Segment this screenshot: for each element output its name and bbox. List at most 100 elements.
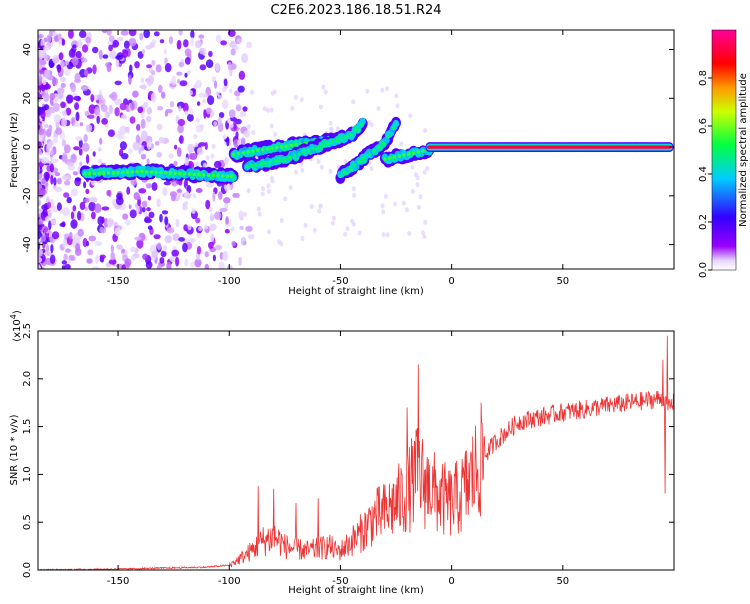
track-core xyxy=(357,159,362,164)
noise-blob xyxy=(204,141,208,151)
noise-blob xyxy=(101,206,110,211)
noise-blob xyxy=(423,219,428,225)
noise-blob xyxy=(59,222,66,227)
noise-blob xyxy=(288,185,293,191)
spectrogram-frame xyxy=(37,29,675,270)
noise-blob xyxy=(229,123,234,128)
noise-blob xyxy=(73,95,81,101)
noise-blob xyxy=(136,238,144,249)
noise-blob xyxy=(357,230,362,236)
noise-blob xyxy=(68,48,76,58)
track-core xyxy=(397,154,402,158)
noise-blob xyxy=(158,84,163,93)
noise-blob xyxy=(196,232,202,238)
noise-blob xyxy=(97,158,103,164)
noise-blob xyxy=(146,115,152,123)
noise-blob xyxy=(422,234,427,239)
noise-blob xyxy=(64,263,71,269)
noise-blob xyxy=(38,34,43,39)
noise-blob xyxy=(60,68,64,75)
noise-blob xyxy=(283,196,288,202)
noise-blob xyxy=(108,104,114,114)
noise-blob xyxy=(151,59,156,66)
spectrogram-heatmap xyxy=(38,30,674,269)
noise-blob xyxy=(205,199,211,210)
noise-blob xyxy=(90,196,98,203)
noise-blob xyxy=(139,84,147,90)
noise-blob xyxy=(323,89,328,95)
noise-blob xyxy=(129,64,133,73)
noise-blob xyxy=(85,188,90,194)
noise-blob xyxy=(153,234,161,240)
noise-blob xyxy=(178,61,185,68)
x-tick-label: 0 xyxy=(448,276,454,287)
noise-blob xyxy=(234,90,241,97)
noise-blob xyxy=(110,244,114,253)
track-core xyxy=(87,171,92,176)
track-core xyxy=(273,159,278,163)
noise-blob xyxy=(187,113,194,122)
noise-blob xyxy=(194,258,202,268)
noise-blob xyxy=(184,57,191,65)
noise-blob xyxy=(345,226,350,231)
noise-blob xyxy=(116,244,123,250)
noise-blob xyxy=(238,70,246,81)
track-core xyxy=(265,147,270,151)
noise-blob xyxy=(136,123,141,131)
noise-blob xyxy=(84,198,90,203)
noise-blob xyxy=(234,192,240,198)
noise-blob xyxy=(172,233,180,241)
noise-blob xyxy=(38,78,43,86)
noise-blob xyxy=(42,79,47,86)
noise-blob xyxy=(182,242,188,253)
noise-blob xyxy=(178,237,186,242)
noise-blob xyxy=(71,188,78,197)
noise-blob xyxy=(177,118,186,127)
noise-blob xyxy=(416,204,421,210)
noise-blob xyxy=(156,123,163,131)
noise-blob xyxy=(140,77,145,84)
noise-blob xyxy=(91,211,96,220)
noise-blob xyxy=(328,127,333,133)
track-core xyxy=(82,172,87,176)
noise-blob xyxy=(150,92,157,103)
noise-blob xyxy=(61,265,66,269)
noise-blob xyxy=(235,131,239,139)
noise-blob xyxy=(217,94,222,100)
track-core xyxy=(250,163,254,168)
noise-blob xyxy=(318,104,323,110)
track-core xyxy=(270,146,274,150)
noise-blob xyxy=(72,205,77,212)
noise-blob xyxy=(121,248,126,254)
noise-blob xyxy=(137,51,144,59)
noise-blob xyxy=(195,217,201,224)
noise-blob xyxy=(47,201,52,209)
noise-blob xyxy=(48,106,56,114)
noise-blob xyxy=(45,243,50,254)
noise-blob xyxy=(331,215,336,221)
noise-blob xyxy=(84,206,88,211)
noise-blob xyxy=(54,172,61,177)
track-core xyxy=(92,171,96,176)
noise-blob xyxy=(52,57,59,64)
track-core xyxy=(106,171,111,175)
noise-blob xyxy=(140,118,146,129)
track-core xyxy=(125,170,130,174)
noise-blob xyxy=(330,220,335,226)
track-core xyxy=(154,170,158,175)
noise-blob xyxy=(120,114,128,120)
noise-blob xyxy=(309,204,314,209)
noise-blob xyxy=(106,62,112,73)
track-core xyxy=(362,156,367,160)
noise-blob xyxy=(168,153,174,159)
noise-blob xyxy=(163,48,167,55)
noise-blob xyxy=(210,153,215,159)
noise-blob xyxy=(198,92,206,98)
noise-blob xyxy=(171,249,179,257)
noise-blob xyxy=(159,213,163,223)
noise-blob xyxy=(335,126,340,132)
noise-blob xyxy=(62,175,68,180)
noise-blob xyxy=(394,93,399,99)
noise-blob xyxy=(119,125,127,135)
noise-blob xyxy=(208,50,213,58)
